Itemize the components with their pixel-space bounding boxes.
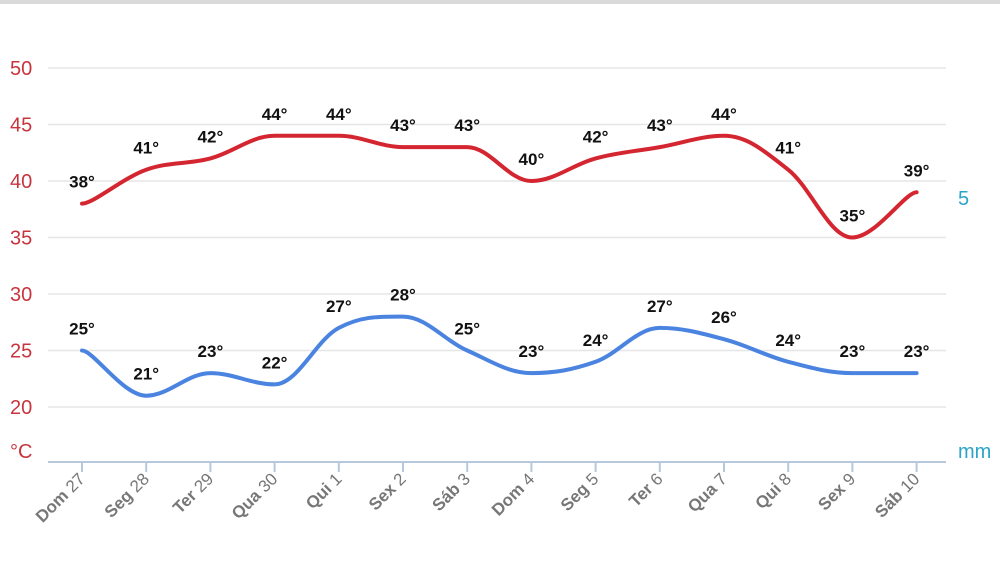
data-label: 43° bbox=[647, 116, 673, 135]
data-label: 41° bbox=[775, 139, 801, 158]
y-axis-unit-label: °C bbox=[10, 441, 32, 463]
x-tick-label: Qui 1 bbox=[302, 469, 346, 513]
data-label: 23° bbox=[198, 342, 224, 361]
data-label: 42° bbox=[583, 127, 609, 146]
x-tick-label: Seg 28 bbox=[101, 469, 153, 521]
y-tick-label: 30 bbox=[10, 284, 32, 306]
data-label: 35° bbox=[840, 207, 866, 226]
x-axis: Dom 27 Seg 28 Ter 29 Qua 30 Qui 1 Sex 2 Sáb 3 D… bbox=[32, 461, 946, 526]
y-tick-label: 25 bbox=[10, 341, 32, 363]
data-label: 27° bbox=[326, 297, 352, 316]
series-lines bbox=[80, 133, 919, 398]
y-tick-label: 35 bbox=[10, 228, 32, 250]
data-label: 40° bbox=[519, 150, 545, 169]
y2-axis-tick-label: 5 bbox=[958, 188, 969, 210]
data-label: 38° bbox=[69, 173, 95, 192]
x-tick-label: Sex 2 bbox=[365, 469, 410, 514]
y-tick-label: 20 bbox=[10, 397, 32, 419]
data-label: 25° bbox=[454, 320, 480, 339]
data-label: 26° bbox=[711, 308, 737, 327]
data-label: 43° bbox=[454, 116, 480, 135]
top-border bbox=[0, 0, 1000, 4]
max-temperature-line bbox=[80, 133, 919, 240]
data-label: 23° bbox=[840, 342, 866, 361]
data-label: 44° bbox=[262, 105, 288, 124]
x-tick-label: Qua 30 bbox=[228, 469, 282, 523]
y-tick-label: 45 bbox=[10, 115, 32, 137]
y-tick-label: 40 bbox=[10, 171, 32, 193]
data-label: 23° bbox=[904, 342, 930, 361]
y-axis-ticks: 50 45 40 35 30 25 20 bbox=[10, 58, 32, 419]
data-labels: 38° 41° 42° 44° 44° 43° 43° 40° 42° 43° 44° 41° 35° 3… bbox=[69, 105, 930, 384]
y2-axis-unit-label: mm bbox=[958, 441, 991, 463]
x-tick-label: Sex 9 bbox=[814, 469, 859, 514]
x-tick-label: Seg 5 bbox=[557, 469, 603, 515]
x-tick-label: Ter 29 bbox=[169, 469, 217, 517]
x-tick-label: Dom 27 bbox=[32, 469, 89, 526]
data-label: 28° bbox=[390, 286, 416, 305]
data-label: 24° bbox=[775, 331, 801, 350]
data-label: 42° bbox=[198, 127, 224, 146]
y-tick-label: 50 bbox=[10, 58, 32, 80]
x-tick-label: Sáb 10 bbox=[871, 469, 923, 521]
x-tick-label: Qui 8 bbox=[752, 469, 796, 513]
data-label: 27° bbox=[647, 297, 673, 316]
data-label: 24° bbox=[583, 331, 609, 350]
data-label: 25° bbox=[69, 320, 95, 339]
x-tick-label: Qua 7 bbox=[684, 469, 731, 516]
data-label: 43° bbox=[390, 116, 416, 135]
grid-lines bbox=[48, 67, 946, 408]
min-temperature-line bbox=[80, 314, 919, 398]
data-label: 39° bbox=[904, 161, 930, 180]
x-tick-label: Sáb 3 bbox=[429, 469, 475, 515]
data-label: 41° bbox=[133, 139, 159, 158]
data-label: 44° bbox=[326, 105, 352, 124]
data-label: 23° bbox=[519, 342, 545, 361]
x-tick-label: Ter 6 bbox=[625, 469, 666, 510]
data-label: 44° bbox=[711, 105, 737, 124]
data-label: 21° bbox=[133, 365, 159, 384]
data-label: 22° bbox=[262, 353, 288, 372]
x-tick-label: Dom 4 bbox=[488, 469, 538, 519]
